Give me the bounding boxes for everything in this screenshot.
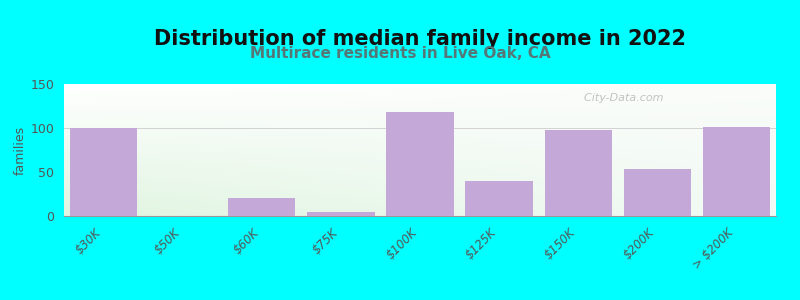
Y-axis label: families: families xyxy=(14,125,26,175)
Text: Multirace residents in Live Oak, CA: Multirace residents in Live Oak, CA xyxy=(250,46,550,62)
Bar xyxy=(70,128,137,216)
Text: City-Data.com: City-Data.com xyxy=(577,93,663,103)
Title: Distribution of median family income in 2022: Distribution of median family income in … xyxy=(154,29,686,49)
Bar xyxy=(307,212,374,216)
Bar xyxy=(228,198,295,216)
Bar xyxy=(466,181,533,216)
Bar xyxy=(545,130,612,216)
Bar xyxy=(386,112,454,216)
Bar xyxy=(624,169,691,216)
Bar xyxy=(703,127,770,216)
